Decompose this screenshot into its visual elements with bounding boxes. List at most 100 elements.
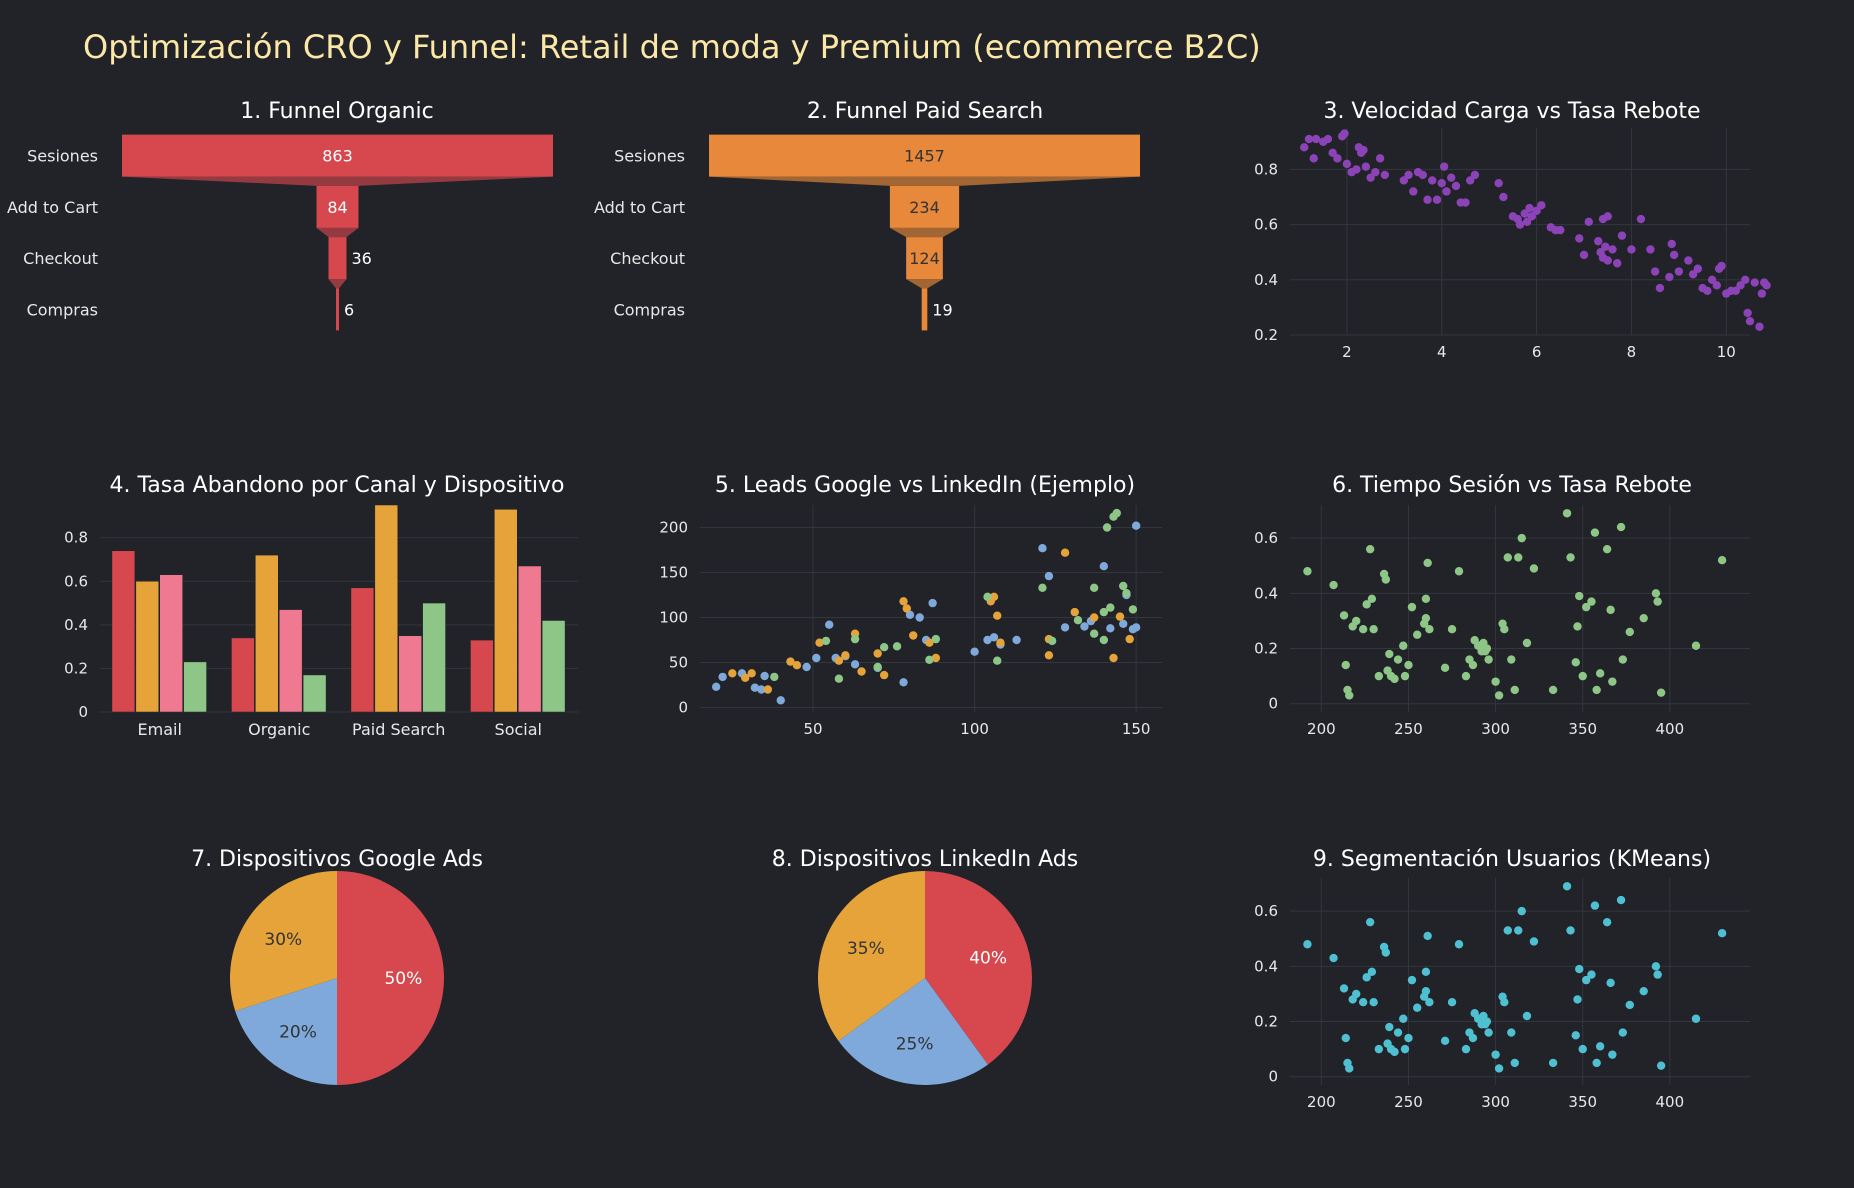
- funnel-stage-label: Add to Cart: [594, 198, 685, 217]
- scatter-point: [711, 682, 721, 691]
- scatter-point: [925, 638, 934, 647]
- bar: [398, 635, 422, 713]
- chart-2-title: 2. Funnel Paid Search: [807, 99, 1043, 124]
- scatter-point: [1693, 264, 1703, 273]
- scatter-point: [1617, 231, 1627, 240]
- scatter-point: [1590, 528, 1600, 537]
- scatter-point: [1665, 272, 1674, 282]
- chart-9: 9. Segmentación Usuarios (KMeans) 200 250 3…: [1254, 847, 1750, 1111]
- scatter-point: [1494, 179, 1503, 188]
- scatter-point: [1099, 607, 1109, 617]
- scatter-point: [1507, 655, 1516, 664]
- scatter-point: [1437, 179, 1446, 188]
- scatter-point: [1601, 242, 1610, 251]
- scatter-point: [1743, 308, 1752, 318]
- scatter-point: [1390, 1047, 1399, 1057]
- scatter-point: [792, 661, 802, 670]
- scatter-point: [1529, 937, 1539, 946]
- y-tick-label: 0.2: [1254, 326, 1278, 344]
- chart-8-title: 8. Dispositivos LinkedIn Ads: [772, 847, 1078, 872]
- scatter-point: [1595, 669, 1605, 678]
- funnel-value-label: 84: [327, 198, 347, 217]
- scatter-point: [1106, 624, 1115, 633]
- scatter-point: [1562, 509, 1572, 518]
- scatter-point: [750, 683, 760, 692]
- scatter-point: [909, 631, 918, 640]
- scatter-point: [1499, 192, 1508, 202]
- scatter-point: [1440, 663, 1450, 673]
- funnel-bar: [336, 288, 339, 331]
- x-tick-label: 400: [1656, 720, 1685, 738]
- scatter-point: [1608, 245, 1617, 254]
- scatter-point: [1407, 602, 1417, 612]
- bar: [518, 565, 542, 713]
- funnel-stage-label: Sesiones: [614, 147, 685, 166]
- scatter-point: [1507, 1028, 1516, 1037]
- scatter-point: [1618, 1028, 1628, 1037]
- x-tick-label: 2: [1342, 343, 1352, 361]
- chart-3-title: 3. Velocidad Carga vs Tasa Rebote: [1323, 99, 1700, 124]
- scatter-point: [1468, 660, 1478, 670]
- x-tick-label: 100: [960, 720, 989, 738]
- scatter-point: [1482, 644, 1492, 653]
- chart-1-title: 1. Funnel Organic: [240, 99, 433, 124]
- x-tick-label: 400: [1656, 1093, 1685, 1111]
- scatter-point: [825, 620, 834, 629]
- chart-8: 8. Dispositivos LinkedIn Ads 40% 25% 35%: [772, 847, 1078, 1085]
- scatter-point: [1439, 162, 1449, 171]
- scatter-point: [1669, 250, 1679, 260]
- pie-slice-label: 35%: [847, 939, 885, 959]
- scatter-point: [1038, 583, 1047, 592]
- scatter-point: [1393, 655, 1403, 664]
- scatter-point: [1466, 176, 1475, 185]
- pie-slice: [925, 871, 1032, 1065]
- scatter-point: [1099, 635, 1109, 645]
- scatter-point: [1684, 256, 1693, 265]
- scatter-point: [1412, 630, 1422, 639]
- funnel-value-label: 234: [909, 198, 940, 217]
- scatter-point: [1639, 986, 1648, 996]
- scatter-point: [1566, 553, 1575, 562]
- scatter-point: [1362, 600, 1371, 609]
- scatter-point: [850, 660, 860, 669]
- scatter-point: [841, 651, 850, 660]
- scatter-point: [1359, 145, 1368, 155]
- scatter-point: [1582, 975, 1591, 985]
- scatter-point: [1608, 1050, 1617, 1059]
- scatter-point: [1102, 523, 1112, 532]
- scatter-point: [1503, 553, 1513, 562]
- scatter-point: [1421, 613, 1431, 623]
- bar: [494, 509, 518, 713]
- scatter-point: [1707, 275, 1717, 284]
- scatter-point: [1367, 594, 1377, 604]
- scatter-point: [996, 638, 1005, 647]
- y-tick-label: 0: [678, 699, 688, 717]
- x-tick-label: 6: [1532, 343, 1542, 361]
- scatter-point: [760, 671, 769, 681]
- chart-9-title: 9. Segmentación Usuarios (KMeans): [1313, 847, 1711, 872]
- scatter-point: [1573, 995, 1582, 1004]
- pie-slice-label: 50%: [384, 969, 422, 989]
- scatter-point: [983, 635, 992, 645]
- bar: [183, 661, 207, 713]
- scatter-point: [1525, 203, 1534, 213]
- scatter-point: [928, 598, 937, 608]
- scatter-point: [1575, 234, 1584, 243]
- scatter-point: [850, 634, 860, 644]
- funnel-stage-label: Add to Cart: [7, 198, 98, 217]
- scatter-point: [1750, 278, 1759, 287]
- scatter-point: [1399, 1014, 1408, 1023]
- scatter-point: [1520, 209, 1529, 218]
- scatter-point: [1404, 1033, 1413, 1043]
- bar: [111, 550, 136, 713]
- scatter-point: [1342, 159, 1352, 169]
- scatter-point: [1755, 322, 1764, 331]
- chart-4: 4. Tasa Abandono por Canal y Dispositivo…: [64, 473, 578, 739]
- scatter-point: [1717, 929, 1727, 938]
- scatter-point: [1044, 651, 1054, 660]
- scatter-point: [1352, 165, 1361, 174]
- scatter-point: [902, 604, 911, 613]
- bar: [255, 554, 279, 713]
- scatter-point: [1575, 591, 1584, 601]
- funnel-bar: [889, 185, 960, 228]
